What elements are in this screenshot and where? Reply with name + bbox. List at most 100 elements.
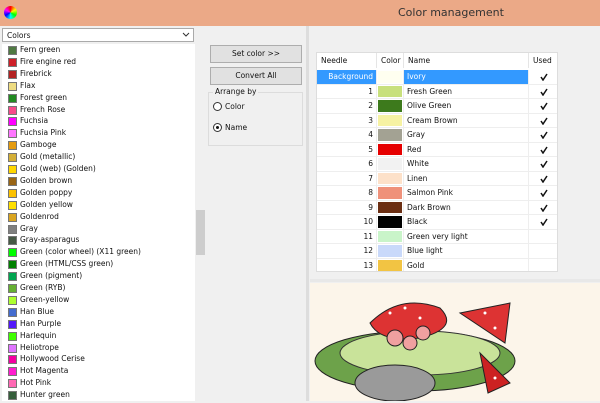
color-item[interactable]: Firebrick [2,68,192,80]
color-cell[interactable] [377,215,404,230]
color-cell[interactable] [377,200,404,215]
needle-cell[interactable]: 9 [317,200,377,215]
needle-cell[interactable]: 4 [317,128,377,143]
name-cell[interactable]: Fresh Green [404,84,529,99]
used-cell[interactable] [529,99,557,114]
name-cell[interactable]: Ivory [404,70,529,85]
used-cell[interactable] [529,157,557,172]
color-item[interactable]: Green (pigment) [2,270,192,282]
color-item[interactable]: Hot Pink [2,377,192,389]
color-cell[interactable] [377,229,404,244]
color-item[interactable]: Gray-asparagus [2,234,192,246]
color-item[interactable]: Gamboge [2,139,192,151]
needle-cell[interactable]: 13 [317,258,377,271]
name-cell[interactable]: Salmon Pink [404,186,529,201]
needle-cell[interactable]: 7 [317,171,377,186]
color-item[interactable]: Fuchsia [2,115,192,127]
used-cell[interactable] [529,70,557,85]
needle-cell[interactable]: 5 [317,142,377,157]
color-item[interactable]: Forest green [2,92,192,104]
color-item[interactable]: Golden yellow [2,199,192,211]
color-item[interactable]: Gold (web) (Golden) [2,163,192,175]
convert-all-button[interactable]: Convert All [210,67,302,85]
used-cell[interactable] [529,186,557,201]
color-swatch [378,187,402,199]
color-cell[interactable] [377,258,404,271]
color-item[interactable]: Golden poppy [2,187,192,199]
color-cell[interactable] [377,157,404,172]
color-item[interactable]: Heliotrope [2,342,192,354]
color-item[interactable]: Green (HTML/CSS green) [2,258,192,270]
color-cell[interactable] [377,171,404,186]
color-cell[interactable] [377,128,404,143]
color-item[interactable]: Golden brown [2,175,192,187]
color-item[interactable]: Gold (metallic) [2,151,192,163]
name-cell[interactable]: Linen [404,171,529,186]
color-item[interactable]: Fuchsia Pink [2,127,192,139]
used-cell[interactable] [529,201,557,215]
color-item[interactable]: Green-yellow [2,294,192,306]
color-cell[interactable] [377,186,404,201]
dropdown[interactable]: Colors [2,28,194,42]
column-header[interactable]: Used [529,53,557,68]
color-item[interactable]: Hollywood Cerise [2,353,192,365]
color-item[interactable]: Green (color wheel) (X11 green) [2,246,192,258]
used-cell[interactable] [529,259,557,272]
column-header[interactable]: Name [404,53,529,68]
color-item[interactable]: Green (RYB) [2,282,192,294]
color-cell[interactable] [377,84,404,99]
used-cell[interactable] [529,172,557,186]
set-color-button[interactable]: Set color >> [210,45,302,63]
used-cell[interactable] [529,85,557,99]
column-header[interactable]: Color [377,53,404,68]
name-cell[interactable]: Gray [404,128,529,143]
color-item[interactable]: Fire engine red [2,56,192,68]
used-cell[interactable] [529,244,557,259]
splitter[interactable] [306,26,309,401]
color-cell[interactable] [377,113,404,128]
color-cell[interactable] [377,70,404,85]
color-item[interactable]: Hot Magenta [2,365,192,377]
used-cell[interactable] [529,215,557,230]
color-item[interactable]: Flax [2,80,192,92]
name-cell[interactable]: Olive Green [404,99,529,114]
name-cell[interactable]: White [404,157,529,172]
name-cell[interactable]: Red [404,142,529,157]
color-cell[interactable] [377,142,404,157]
needle-cell[interactable]: 6 [317,157,377,172]
column-header[interactable]: Needle [317,53,377,68]
scroll-thumb[interactable] [196,210,205,255]
name-cell[interactable]: Black [404,215,529,230]
color-cell[interactable] [377,99,404,114]
name-cell[interactable]: Gold [404,258,529,271]
name-cell[interactable]: Green very light [404,229,529,244]
name-cell[interactable]: Cream Brown [404,113,529,128]
used-cell[interactable] [529,143,557,157]
color-item[interactable]: Hunter green [2,389,192,401]
used-cell[interactable] [529,128,557,143]
color-item[interactable]: Han Purple [2,318,192,330]
name-cell[interactable]: Blue light [404,244,529,259]
color-name: Fuchsia [20,116,49,126]
color-item[interactable]: Han Blue [2,306,192,318]
color-item[interactable]: French Rose [2,104,192,116]
color-item[interactable]: Harlequin [2,330,192,342]
color-cell[interactable] [377,244,404,259]
name-cell[interactable]: Dark Brown [404,200,529,215]
color-item[interactable]: Goldenrod [2,211,192,223]
color-list[interactable]: Fern green Fire engine red Firebrick Flax Fo… [2,44,195,401]
used-cell[interactable] [529,114,557,128]
radio-option[interactable]: Name [213,123,247,133]
needle-cell[interactable]: 8 [317,186,377,201]
used-cell[interactable] [529,230,557,244]
needle-cell[interactable]: 1 [317,84,377,99]
needle-cell[interactable]: 11 [317,229,377,244]
needle-cell[interactable]: 10 [317,215,377,230]
radio-option[interactable]: Color [213,102,245,112]
needle-cell[interactable]: 12 [317,244,377,259]
needle-cell[interactable]: Background [317,70,377,85]
needle-cell[interactable]: 3 [317,113,377,128]
color-item[interactable]: Fern green [2,44,192,56]
needle-cell[interactable]: 2 [317,99,377,114]
color-item[interactable]: Gray [2,223,192,235]
